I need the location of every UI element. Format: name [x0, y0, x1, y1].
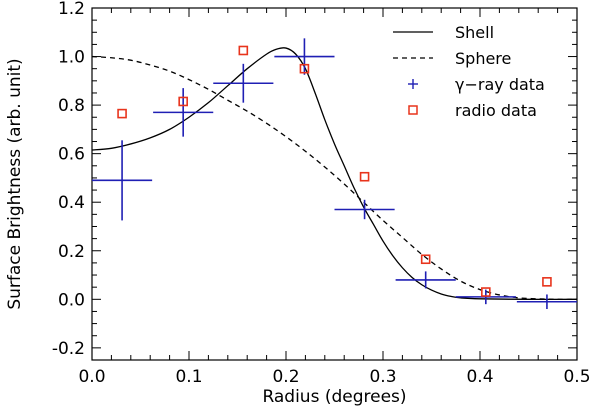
y-tick-label: 0.4 [58, 193, 85, 213]
plot-frame [91, 7, 578, 361]
gamma-ray-data-point [516, 294, 577, 310]
plot-area [91, 7, 578, 361]
x-tick-label: 0.5 [563, 367, 590, 387]
legend-entry: Shell [393, 23, 494, 42]
radio-data-point [238, 45, 249, 56]
gamma-ray-data-point [213, 63, 274, 103]
gamma-ray-data-point [334, 199, 395, 220]
radio-data-point [117, 108, 127, 119]
x-tick-label: 0.3 [369, 367, 396, 387]
legend-entry: Sphere [393, 49, 511, 68]
legend-label: Sphere [455, 49, 511, 68]
y-tick-label: 0.2 [58, 242, 85, 262]
gamma-ray-data-point [92, 140, 153, 221]
y-tick-label: 1.0 [58, 48, 85, 68]
sphere-model-curve [91, 55, 578, 300]
shell-model-curve [91, 47, 578, 300]
x-tick-label: 0.0 [78, 367, 105, 387]
legend-label: γ−ray data [455, 75, 545, 94]
x-tick-label: 0.1 [175, 367, 202, 387]
y-tick-label: 1.2 [58, 0, 85, 19]
gamma-ray-data-point [455, 289, 516, 305]
legend-entry: γ−ray data [408, 75, 545, 94]
radio-data-point [420, 254, 431, 265]
legend: Shell Sphere γ−ray data radio data [393, 23, 545, 120]
legend-entry: radio data [408, 101, 537, 120]
legend-square-marker [408, 105, 418, 115]
radio-data-point [178, 96, 188, 107]
radio-data-point [481, 287, 491, 297]
gamma-ray-data-point [395, 271, 456, 289]
radio-data-point [542, 277, 552, 287]
x-tick-label: 0.2 [272, 367, 299, 387]
y-tick-label: 0.6 [58, 145, 85, 165]
y-tick-label: 0.0 [58, 290, 85, 310]
x-axis-title: Radius (degrees) [262, 387, 406, 407]
legend-label: radio data [455, 101, 537, 120]
y-tick-label: -0.2 [52, 339, 85, 359]
gamma-ray-data-point [153, 88, 214, 137]
radio-data-point [299, 63, 310, 74]
y-tick-label: 0.8 [58, 96, 85, 116]
y-axis-title: Surface Brightness (arb. unit) [5, 58, 25, 309]
y-axis: -0.2 0.0 0.2 0.4 0.6 0.8 1.0 1.2 [52, 0, 577, 361]
gamma-ray-data-point [274, 38, 335, 75]
x-tick-label: 0.4 [466, 367, 493, 387]
legend-label: Shell [455, 23, 494, 42]
radio-data-point [359, 171, 370, 182]
x-axis: 0.0 0.1 0.2 0.3 0.4 0.5 [78, 8, 591, 387]
